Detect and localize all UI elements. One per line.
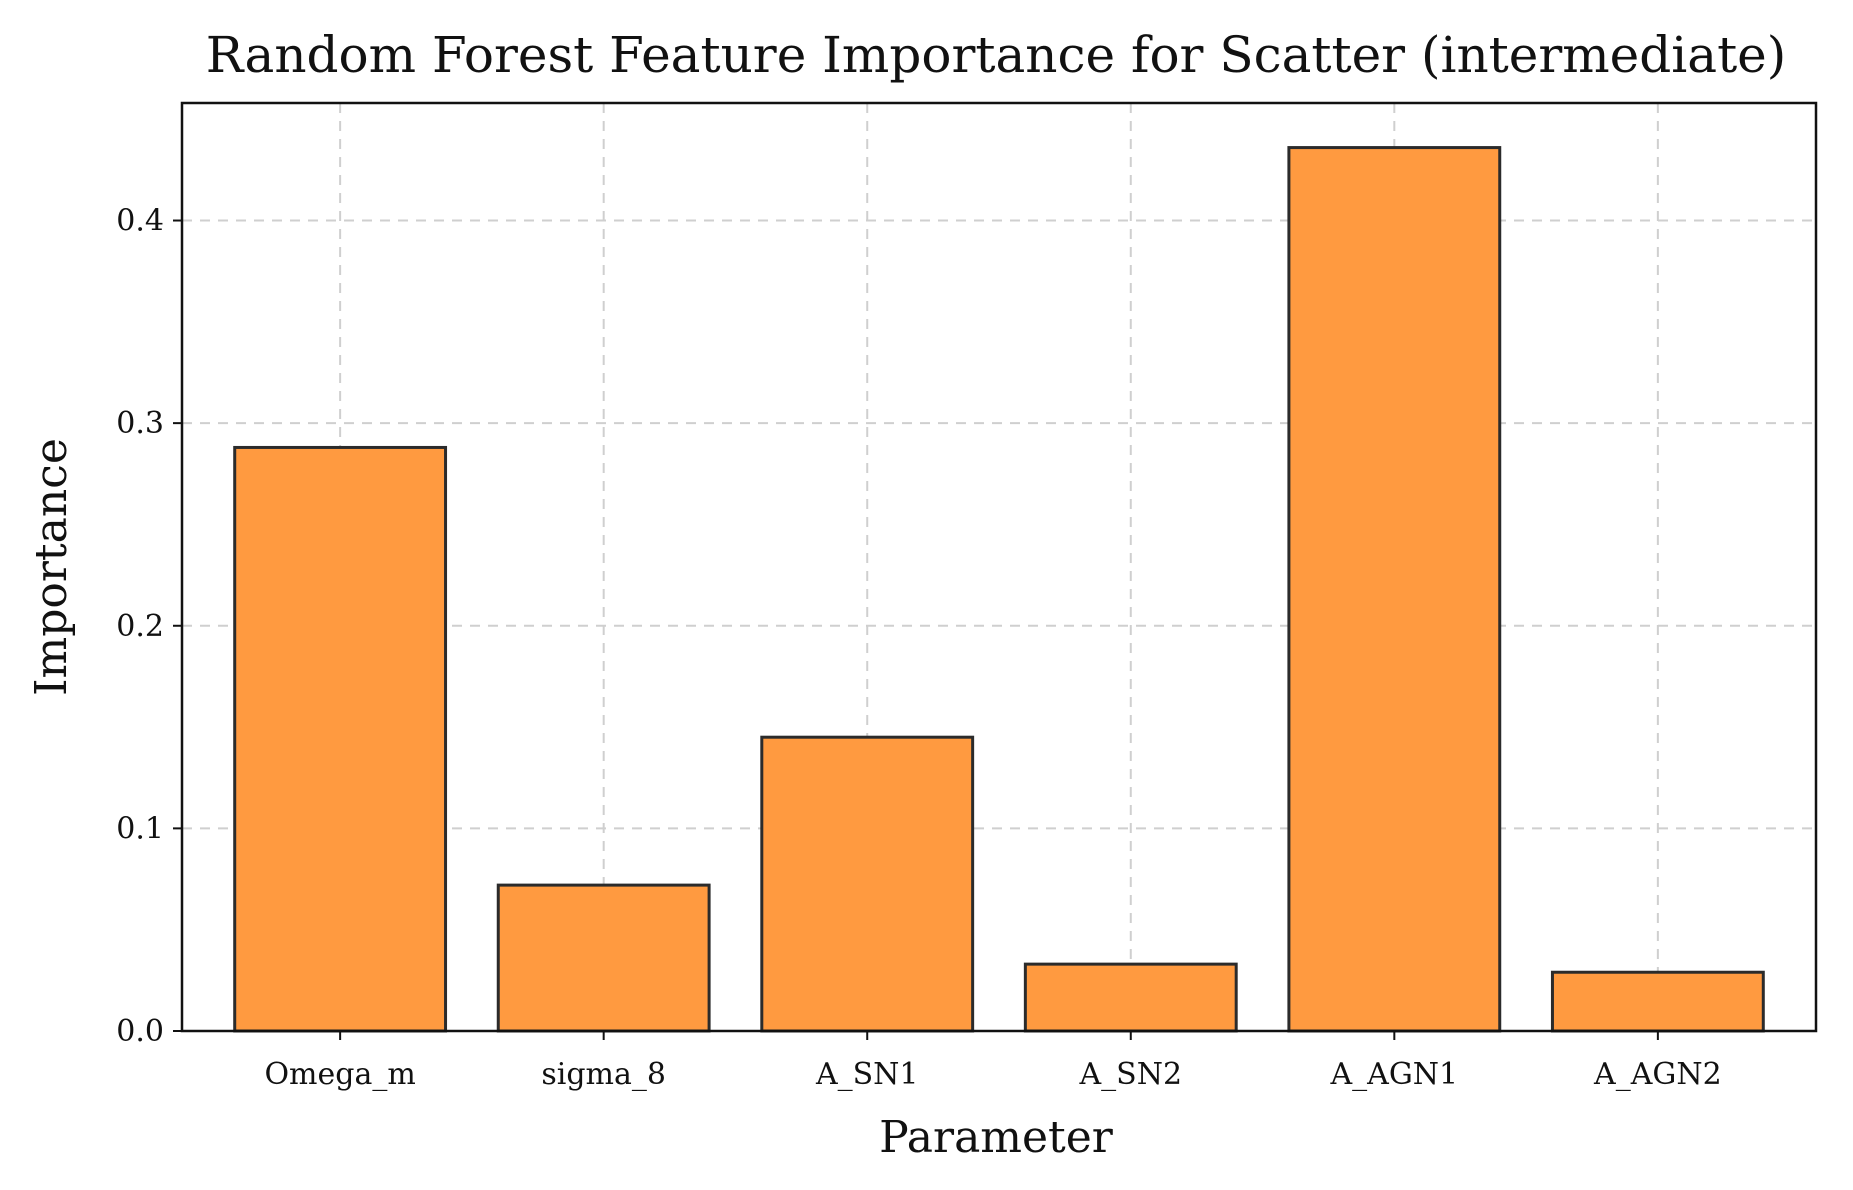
- x-tick-label: A_SN2: [1078, 1057, 1182, 1092]
- bars: [233, 146, 1765, 1033]
- bar-a_agn2: [1550, 970, 1765, 1033]
- plot-frame: [180, 101, 1818, 1033]
- x-tick-label: sigma_8: [541, 1057, 666, 1092]
- y-axis-label: Importance: [26, 438, 77, 696]
- bar-omega_m: [233, 445, 448, 1033]
- x-tick-label: Omega_m: [264, 1057, 415, 1092]
- bar-a_sn1: [760, 735, 975, 1033]
- x-ticks: Omega_m sigma_8 A_SN1 A_SN2 A_AGN1 A_AGN2: [264, 1031, 1722, 1092]
- bar-a_sn2: [1023, 962, 1238, 1033]
- chart-title: Random Forest Feature Importance for Sca…: [206, 26, 1787, 84]
- bar-a_agn1: [1287, 146, 1502, 1033]
- y-tick-label: 0.2: [116, 609, 164, 644]
- y-tick-label: 0.4: [116, 204, 164, 239]
- y-tick-label: 0.3: [116, 406, 164, 441]
- x-tick-label: A_SN1: [815, 1057, 919, 1092]
- y-tick-label: 0.1: [116, 811, 164, 846]
- y-ticks: 0.0 0.1 0.2 0.3 0.4: [116, 204, 182, 1049]
- x-axis-label: Parameter: [879, 1112, 1114, 1163]
- y-tick-label: 0.0: [116, 1014, 164, 1049]
- x-tick-label: A_AGN1: [1330, 1057, 1459, 1092]
- x-tick-label: A_AGN2: [1593, 1057, 1722, 1092]
- bar-sigma_8: [496, 883, 711, 1033]
